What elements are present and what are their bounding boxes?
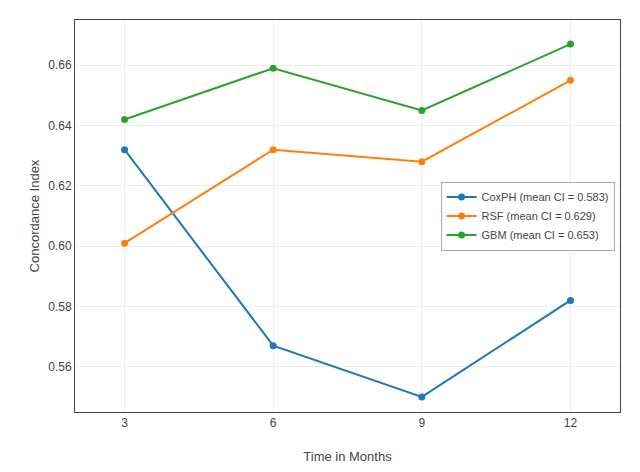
- svg-text:0.58: 0.58: [48, 300, 72, 314]
- svg-text:Time in Months: Time in Months: [303, 449, 392, 464]
- svg-text:6: 6: [270, 416, 277, 430]
- svg-text:0.56: 0.56: [48, 360, 72, 374]
- svg-text:0.62: 0.62: [48, 179, 72, 193]
- svg-text:0.60: 0.60: [48, 239, 72, 253]
- svg-text:12: 12: [564, 416, 578, 430]
- svg-text:0.66: 0.66: [48, 58, 72, 72]
- svg-text:3: 3: [121, 416, 128, 430]
- svg-text:CoxPH (mean CI = 0.583): CoxPH (mean CI = 0.583): [482, 191, 609, 203]
- svg-text:Concordance Index: Concordance Index: [27, 159, 42, 272]
- svg-text:GBM (mean CI = 0.653): GBM (mean CI = 0.653): [482, 229, 599, 241]
- svg-text:RSF (mean CI = 0.629): RSF (mean CI = 0.629): [482, 210, 596, 222]
- svg-text:0.64: 0.64: [48, 119, 72, 133]
- svg-text:9: 9: [418, 416, 425, 430]
